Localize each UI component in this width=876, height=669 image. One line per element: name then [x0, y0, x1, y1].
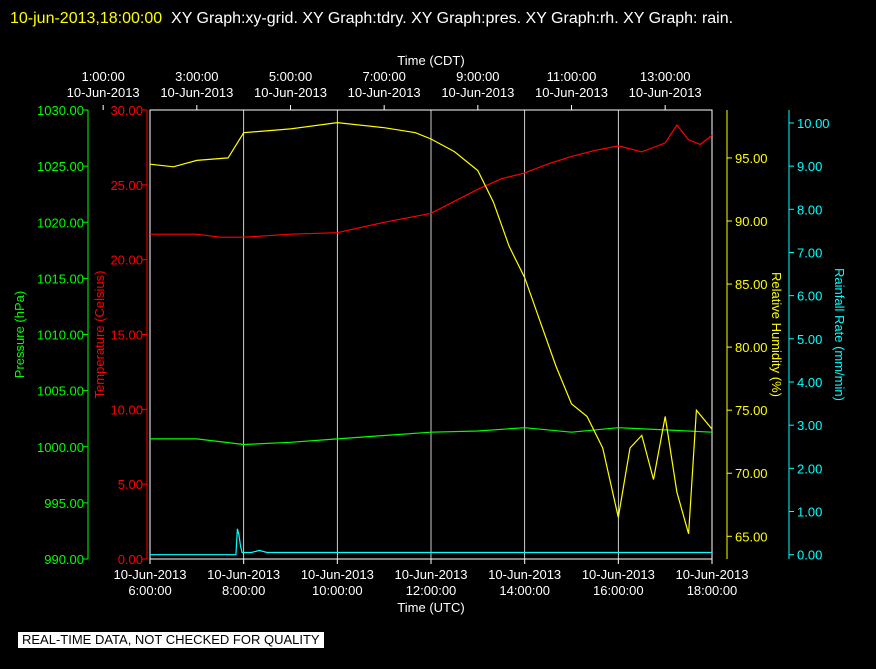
plot-series	[149, 121, 713, 556]
x-top-tick-label-date: 10-Jun-2013	[441, 85, 514, 100]
x-top-tick-label-date: 10-Jun-2013	[348, 85, 421, 100]
x-tick-label-date: 10-Jun-2013	[114, 567, 187, 582]
pressure-axis-label: Pressure (hPa)	[12, 291, 27, 378]
humidity-axis-label: Relative Humidity (%)	[769, 272, 784, 397]
x-top-axis-label: Time (CDT)	[397, 53, 464, 68]
x-tick-label-time: 16:00:00	[593, 583, 644, 598]
x-tick-label-date: 10-Jun-2013	[676, 567, 749, 582]
rainfall-tick-label: 10.00	[797, 116, 830, 131]
rainfall-axis-label: Rainfall Rate (mm/min)	[832, 268, 847, 401]
temperature-axis-label: Temperature (Celsius)	[92, 271, 107, 399]
pressure-tick-label: 1010.00	[37, 328, 84, 343]
humidity-tick-label: 95.00	[735, 151, 768, 166]
humidity-tick-label: 65.00	[735, 529, 768, 544]
x-top-tick-label-time: 1:00:00	[81, 69, 124, 84]
x-top-tick-label-date: 10-Jun-2013	[67, 85, 140, 100]
humidity-tick-label: 85.00	[735, 277, 768, 292]
pressure-tick-label: 990.00	[44, 552, 84, 567]
pressure-tick-label: 1005.00	[37, 384, 84, 399]
temperature-tick-label: 25.00	[110, 178, 143, 193]
x-tick-label-date: 10-Jun-2013	[488, 567, 561, 582]
pressure-tick-label: 1015.00	[37, 271, 84, 286]
temperature-series-line	[150, 123, 713, 238]
rainfall-series-line	[150, 528, 712, 556]
x-top-tick-label-date: 10-Jun-2013	[254, 85, 327, 100]
humidity-tick-label: 80.00	[735, 340, 768, 355]
rainfall-tick-label: 1.00	[797, 505, 822, 520]
rainfall-tick-label: 7.00	[797, 245, 822, 260]
plot-grid	[243, 110, 619, 559]
temperature-tick-label: 10.00	[110, 402, 143, 417]
pressure-tick-label: 995.00	[44, 496, 84, 511]
rainfall-tick-label: 3.00	[797, 418, 822, 433]
title-description: XY Graph:xy-grid. XY Graph:tdry. XY Grap…	[171, 10, 734, 27]
x-top-tick-label-time: 11:00:00	[547, 69, 597, 84]
rainfall-tick-label: 5.00	[797, 332, 822, 347]
x-tick-label-date: 10-Jun-2013	[582, 567, 655, 582]
x-top-tick-label-time: 13:00:00	[640, 69, 691, 84]
x-top-tick-label-date: 10-Jun-2013	[160, 85, 233, 100]
x-axis-label: Time (UTC)	[397, 600, 464, 615]
title-timestamp: 10-jun-2013,18:00:00	[10, 10, 163, 27]
x-tick-label-time: 10:00:00	[312, 583, 363, 598]
humidity-tick-label: 90.00	[735, 214, 768, 229]
x-top-tick-label-time: 9:00:00	[456, 69, 499, 84]
rainfall-tick-label: 8.00	[797, 202, 822, 217]
temperature-tick-label: 5.00	[118, 477, 143, 492]
rainfall-tick-label: 6.00	[797, 289, 822, 304]
pressure-series-line	[150, 427, 713, 446]
temperature-tick-label: 15.00	[110, 328, 143, 343]
pressure-tick-label: 1025.00	[37, 159, 84, 174]
x-top-tick-label-date: 10-Jun-2013	[535, 85, 608, 100]
quality-notice: REAL-TIME DATA, NOT CHECKED FOR QUALITY	[18, 632, 324, 648]
pressure-tick-label: 1030.00	[37, 103, 84, 118]
chart-title: 10-jun-2013,18:00:00 XY Graph:xy-grid. X…	[10, 4, 870, 34]
temperature-tick-label: 20.00	[110, 253, 143, 268]
x-tick-label-time: 14:00:00	[499, 583, 550, 598]
x-tick-label-date: 10-Jun-2013	[207, 567, 280, 582]
x-top-tick-label-time: 3:00:00	[175, 69, 218, 84]
pressure-tick-label: 1000.00	[37, 440, 84, 455]
plot-frame	[149, 109, 713, 560]
x-top-tick-label-time: 5:00:00	[269, 69, 312, 84]
pressure-tick-label: 1020.00	[37, 215, 84, 230]
x-tick-label-time: 6:00:00	[128, 583, 171, 598]
humidity-tick-label: 75.00	[735, 403, 768, 418]
plot-axes: 10-Jun-20136:00:0010-Jun-20138:00:0010-J…	[12, 53, 847, 615]
temperature-tick-label: 0.00	[118, 552, 143, 567]
rainfall-tick-label: 2.00	[797, 461, 822, 476]
x-tick-label-time: 18:00:00	[687, 583, 738, 598]
x-tick-label-time: 12:00:00	[406, 583, 457, 598]
x-top-tick-label-date: 10-Jun-2013	[629, 85, 702, 100]
x-tick-label-date: 10-Jun-2013	[395, 567, 468, 582]
x-top-tick-label-time: 7:00:00	[362, 69, 405, 84]
humidity-series-line	[149, 121, 713, 534]
rainfall-tick-label: 9.00	[797, 159, 822, 174]
rainfall-tick-label: 0.00	[797, 548, 822, 563]
temperature-tick-label: 30.00	[110, 103, 143, 118]
humidity-tick-label: 70.00	[735, 466, 768, 481]
x-tick-label-date: 10-Jun-2013	[301, 567, 374, 582]
x-tick-label-time: 8:00:00	[222, 583, 265, 598]
rainfall-tick-label: 4.00	[797, 375, 822, 390]
